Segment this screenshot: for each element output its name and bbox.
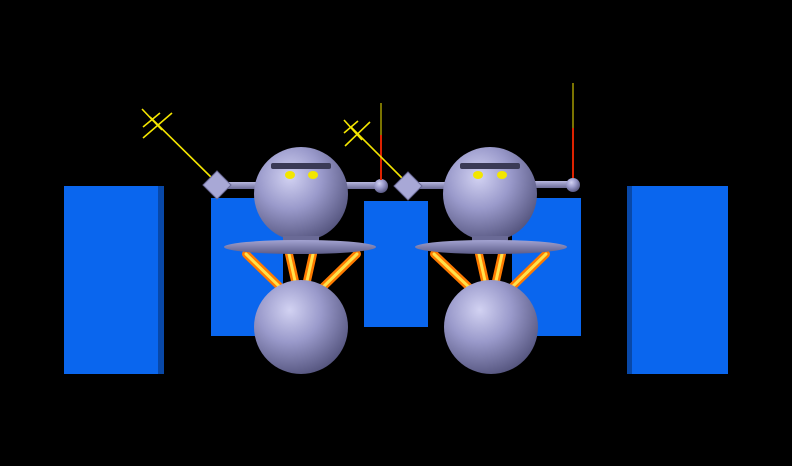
robot-base <box>254 280 348 374</box>
arm-left <box>222 182 262 189</box>
arm-right <box>340 182 380 189</box>
block-far-right <box>627 186 728 374</box>
eye-right-icon <box>308 171 318 179</box>
brow-icon <box>460 163 520 169</box>
hand-diamond-icon <box>393 171 423 201</box>
eye-left-icon <box>473 171 483 179</box>
blocks <box>64 186 728 374</box>
robot-head <box>443 147 537 241</box>
block-far-left <box>64 186 164 374</box>
robot-head <box>254 147 348 241</box>
hand-knob-icon <box>566 178 580 192</box>
robot-left <box>141 103 388 374</box>
arm-right <box>530 181 572 188</box>
block-center <box>364 201 428 327</box>
yellow-antenna-icon <box>343 119 407 183</box>
brow-icon <box>271 163 331 169</box>
platform <box>415 240 567 254</box>
robot-base <box>444 280 538 374</box>
arm-left <box>412 182 452 189</box>
springs-icon <box>242 250 361 294</box>
hand-knob-icon <box>374 179 388 193</box>
yellow-antenna-icon <box>141 108 217 183</box>
eye-right-icon <box>497 171 507 179</box>
hand-diamond-icon <box>202 170 232 200</box>
eye-left-icon <box>285 171 295 179</box>
platform <box>224 240 376 254</box>
robot-right <box>343 83 580 374</box>
